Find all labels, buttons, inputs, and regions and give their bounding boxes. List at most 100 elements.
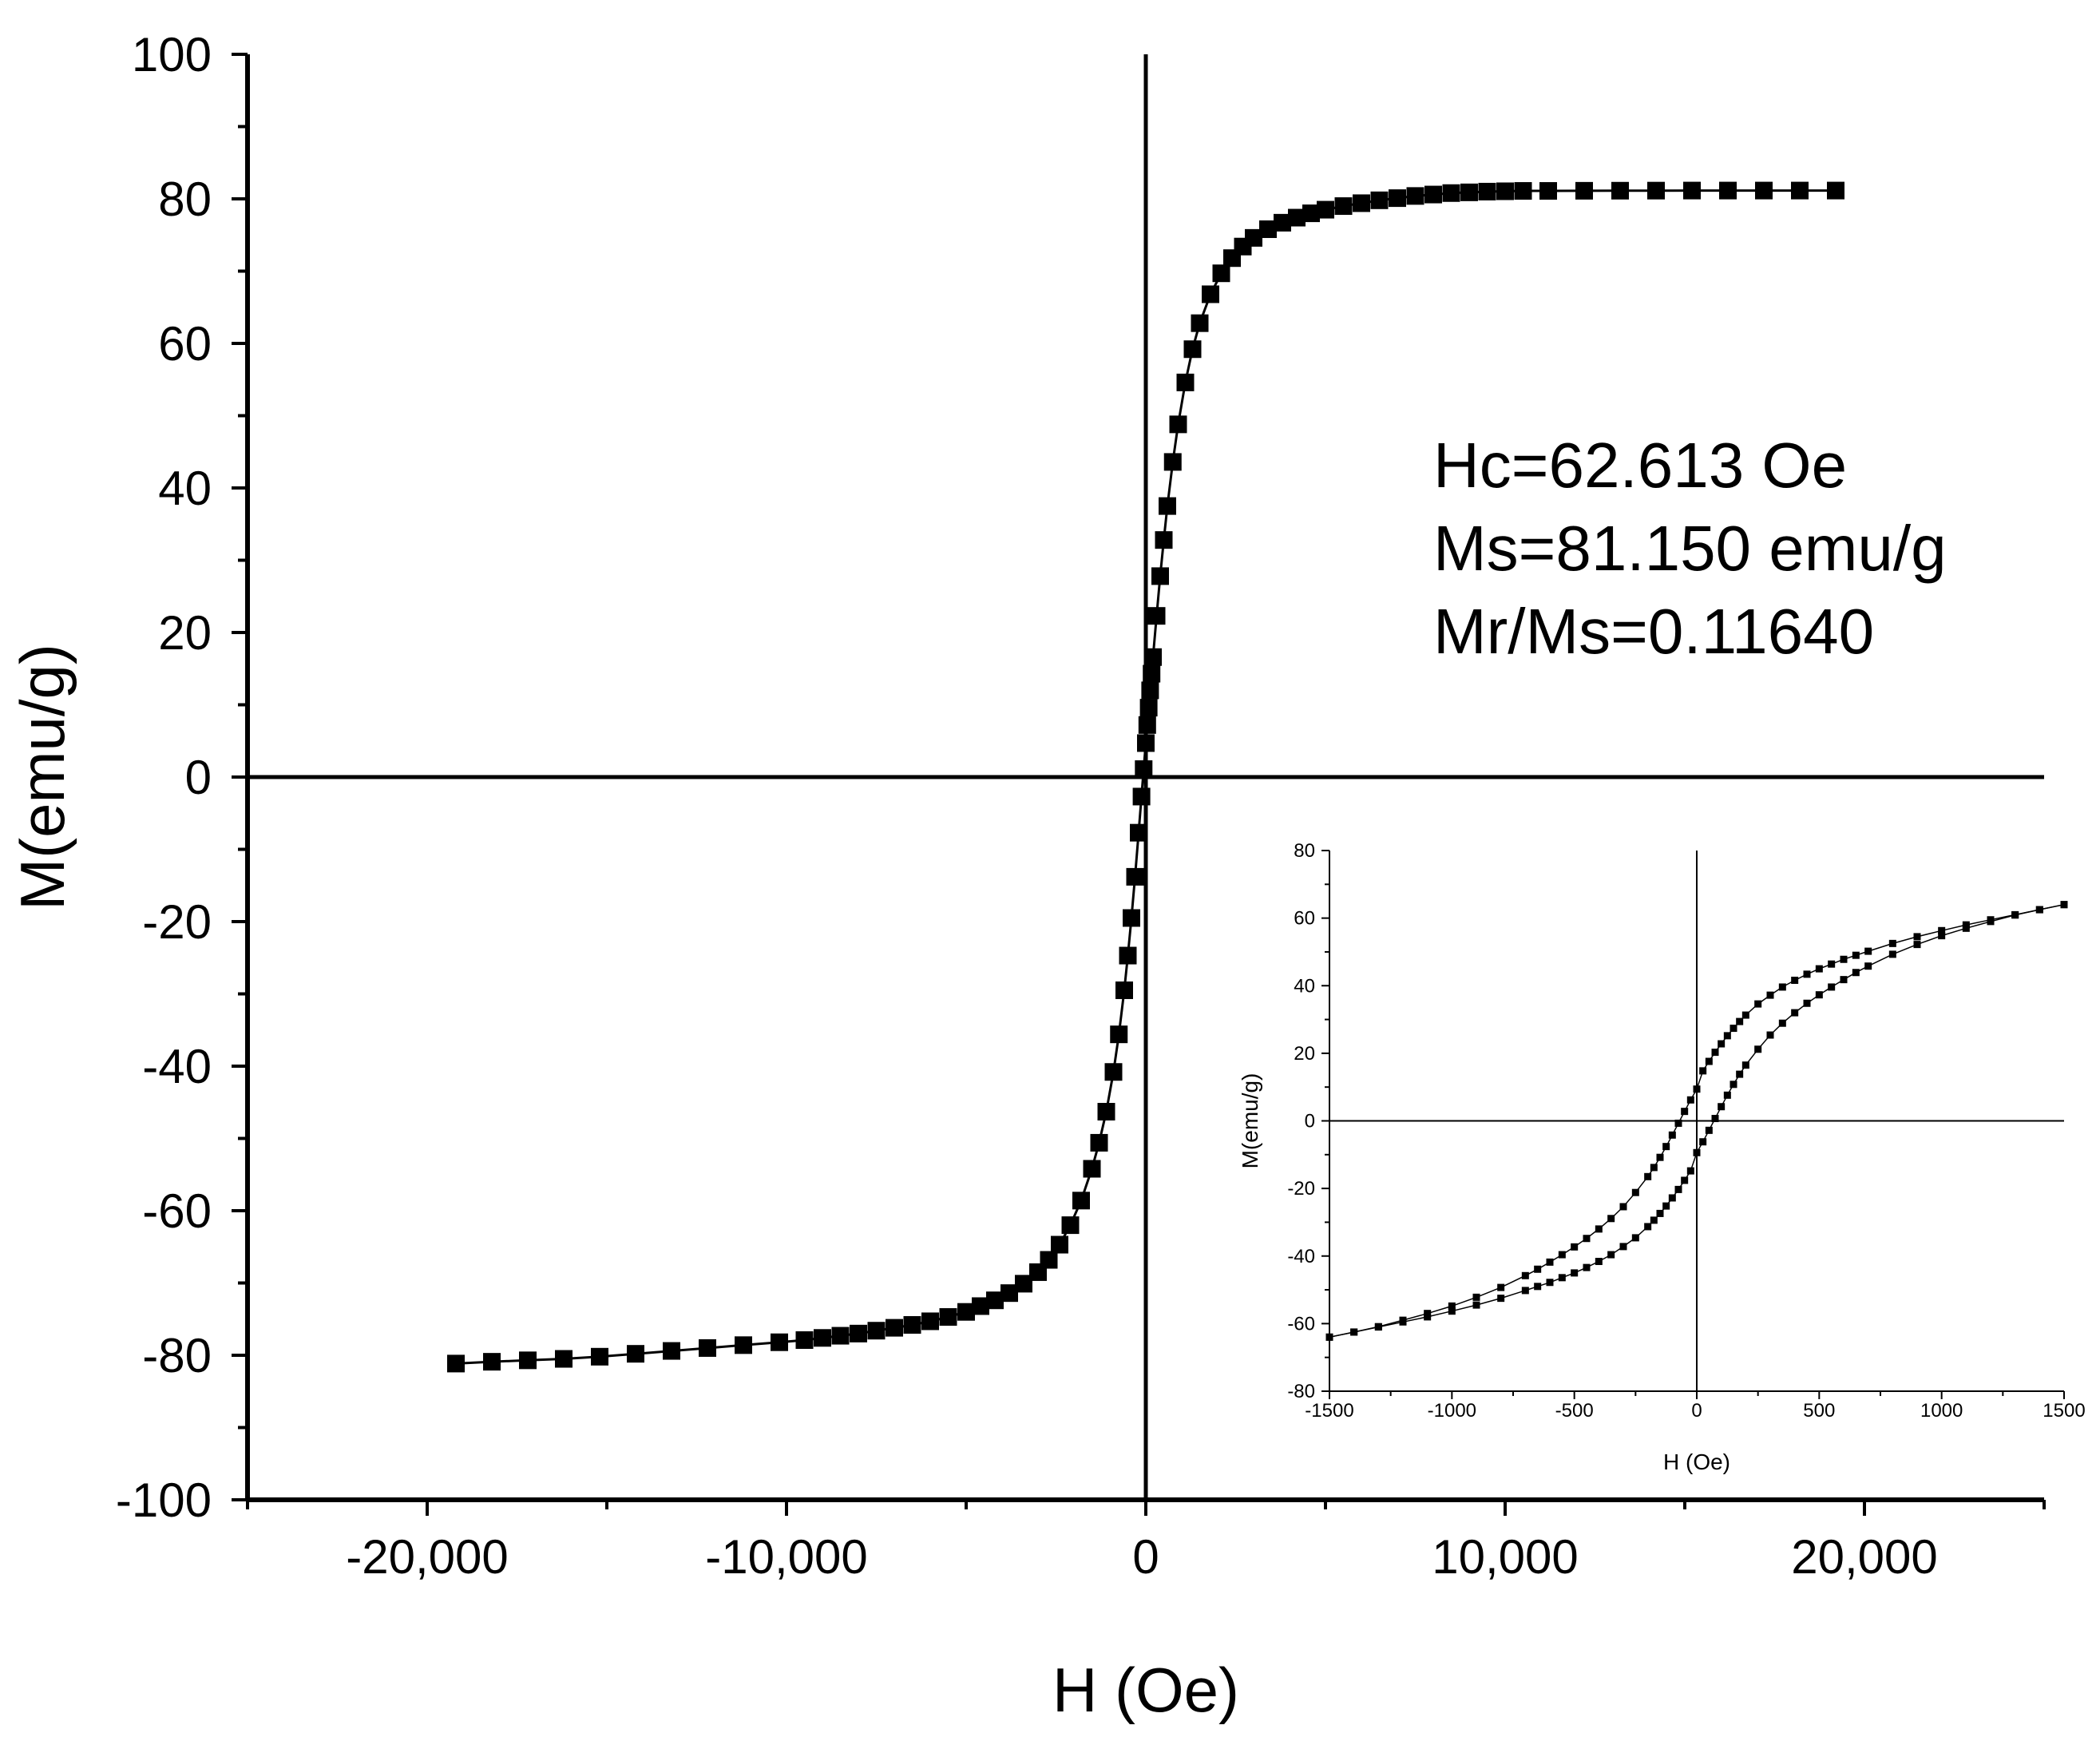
data-point [1558,1274,1566,1282]
data-point [1711,1115,1719,1123]
data-point [1662,1202,1670,1210]
data-point [1534,1283,1542,1291]
data-point [867,1322,886,1340]
data-point [1852,951,1860,959]
data-point [1668,1194,1676,1202]
x-tick-label: -10,000 [705,1530,868,1584]
x-tick-label: 20,000 [1791,1530,1938,1584]
data-point [1212,264,1230,283]
data-point [886,1319,903,1337]
data-point [1754,1000,1762,1008]
data-point [1650,1164,1658,1172]
x-axis-title: H (Oe) [1663,1449,1730,1474]
data-point [1448,1307,1456,1315]
data-point [1711,1049,1719,1057]
data-point [1723,1091,1731,1099]
x-tick-label: 500 [1803,1400,1835,1422]
data-point [1766,991,1774,999]
data-point [1135,760,1153,779]
data-point [1389,189,1406,208]
data-point [1662,1143,1670,1151]
data-point [447,1354,465,1373]
data-point [1571,1269,1579,1277]
data-point [1681,1176,1689,1184]
data-point [1051,1235,1068,1254]
annotation-text: Ms=81.150 emu/g [1433,513,1947,584]
data-point [555,1350,573,1368]
data-point [1424,185,1442,204]
data-point [1132,787,1151,806]
data-point [1815,991,1823,999]
data-point [1546,1258,1554,1266]
data-point [1778,1019,1786,1027]
data-point [1938,932,1946,940]
y-tick-label: 80 [158,173,212,226]
y-tick-label: -80 [1287,1381,1315,1402]
data-point [1448,1302,1456,1310]
main-plot: -100 -80 -60 -40 -20 0 20 40 60 80 100 -20,000 -10,0… [7,28,2046,1725]
x-tick-label: 10,000 [1432,1530,1579,1584]
data-point [1730,1025,1737,1033]
data-point [921,1312,939,1331]
data-point [1259,220,1277,239]
data-point [1183,340,1202,359]
data-point [1497,1295,1505,1303]
data-point [1288,208,1306,227]
data-point [1723,1032,1731,1040]
y-tick-label: -20 [1287,1178,1315,1200]
data-point [1699,1067,1707,1075]
data-point [903,1315,921,1334]
data-point [1718,1040,1726,1048]
data-point [1138,716,1156,734]
data-point [699,1338,716,1357]
data-point [1595,1225,1603,1233]
data-point [1442,184,1460,202]
data-point [1406,187,1424,205]
data-point [1147,607,1166,625]
data-point [1705,1057,1713,1065]
y-tick-label: -80 [142,1329,212,1382]
data-point [519,1351,537,1370]
data-point [1000,1284,1018,1303]
y-tick-label: -60 [142,1184,212,1238]
data-point [1334,197,1353,216]
data-point [1126,867,1144,886]
data-point [1176,373,1195,391]
data-point [1137,734,1155,752]
data-point [1864,962,1872,970]
data-point [1611,181,1629,200]
data-point [1938,926,1946,934]
data-point [1674,1185,1682,1193]
data-point [2060,901,2068,909]
data-point [1015,1275,1032,1293]
data-point [1521,1271,1529,1279]
data-point [1191,314,1209,332]
data-point [1766,1031,1774,1039]
x-tick-label: 0 [1691,1400,1702,1422]
data-point [1619,1243,1627,1251]
y-tick-label: 20 [158,606,212,660]
y-tick-label: 60 [158,317,212,371]
data-point [1130,823,1147,842]
data-point [1791,181,1809,200]
data-point [1583,1263,1591,1271]
data-point [1141,681,1159,700]
data-point [1631,1234,1639,1242]
data-point [1104,1063,1123,1081]
data-point [1163,453,1182,471]
data-point [1558,1251,1566,1259]
data-point [1828,983,1836,991]
data-point [1090,1133,1108,1152]
data-point [2035,906,2043,914]
data-point [1302,204,1320,223]
data-point [1888,939,1896,947]
data-point [1791,976,1799,984]
data-point [1539,182,1557,200]
data-point [1852,969,1860,977]
data-point [1110,1025,1128,1044]
data-point [1472,1301,1480,1309]
data-point [2011,911,2019,919]
data-point [591,1347,608,1366]
y-tick-label: -20 [142,895,212,949]
data-point [1325,1333,1333,1341]
